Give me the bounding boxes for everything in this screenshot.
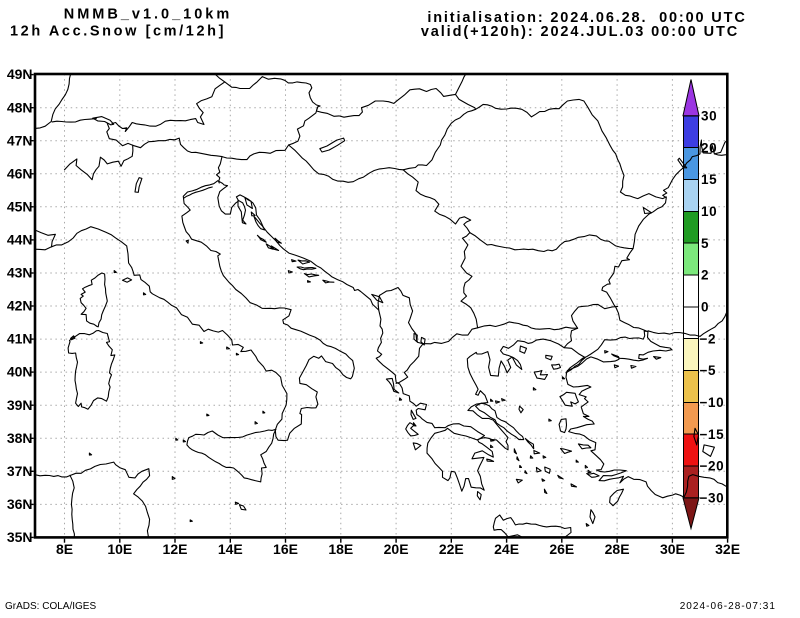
- svg-text:20E: 20E: [384, 541, 409, 557]
- svg-text:12h Acc.Snow [cm/12h]: 12h Acc.Snow [cm/12h]: [10, 24, 226, 40]
- svg-text:37N: 37N: [7, 463, 33, 479]
- svg-text:−5: −5: [700, 363, 717, 378]
- svg-text:30E: 30E: [660, 541, 685, 557]
- svg-text:valid(+120h): 2024.JUL.03 00:0: valid(+120h): 2024.JUL.03 00:00 UTC: [421, 24, 739, 40]
- svg-text:16E: 16E: [273, 541, 298, 557]
- svg-text:35N: 35N: [7, 529, 33, 545]
- svg-text:12E: 12E: [163, 541, 188, 557]
- svg-text:38N: 38N: [7, 430, 33, 446]
- svg-text:GrADS: COLA/IGES: GrADS: COLA/IGES: [5, 601, 96, 612]
- svg-text:40N: 40N: [7, 364, 33, 380]
- svg-text:2024-06-28-07:31: 2024-06-28-07:31: [680, 601, 776, 612]
- svg-text:46N: 46N: [7, 165, 33, 181]
- svg-text:42N: 42N: [7, 298, 33, 314]
- svg-text:−15: −15: [700, 427, 725, 442]
- svg-text:30: 30: [701, 109, 717, 124]
- svg-text:20: 20: [701, 140, 717, 155]
- svg-text:26E: 26E: [549, 541, 574, 557]
- svg-text:10: 10: [701, 204, 717, 219]
- svg-text:49N: 49N: [7, 66, 33, 82]
- svg-text:41N: 41N: [7, 331, 33, 347]
- svg-text:−10: −10: [700, 395, 725, 410]
- svg-text:NMMB_v1.0_10km: NMMB_v1.0_10km: [64, 7, 233, 23]
- svg-text:−30: −30: [700, 491, 725, 506]
- svg-text:45N: 45N: [7, 198, 33, 214]
- svg-text:−2: −2: [700, 331, 717, 346]
- svg-text:39N: 39N: [7, 397, 33, 413]
- svg-text:24E: 24E: [494, 541, 519, 557]
- svg-text:47N: 47N: [7, 132, 33, 148]
- svg-text:44N: 44N: [7, 232, 33, 248]
- svg-text:14E: 14E: [218, 541, 243, 557]
- svg-text:36N: 36N: [7, 496, 33, 512]
- svg-text:22E: 22E: [439, 541, 464, 557]
- svg-text:initialisation: 2024.06.28. 0: initialisation: 2024.06.28. 00:00 UTC: [427, 10, 746, 26]
- svg-text:10E: 10E: [107, 541, 132, 557]
- svg-text:8E: 8E: [56, 541, 73, 557]
- svg-text:18E: 18E: [328, 541, 353, 557]
- svg-text:28E: 28E: [605, 541, 630, 557]
- svg-text:0: 0: [701, 300, 709, 315]
- svg-text:43N: 43N: [7, 265, 33, 281]
- svg-text:5: 5: [701, 236, 709, 251]
- svg-text:48N: 48N: [7, 99, 33, 115]
- svg-text:2: 2: [701, 268, 709, 283]
- svg-text:−20: −20: [700, 459, 725, 474]
- svg-text:32E: 32E: [715, 541, 740, 557]
- svg-text:15: 15: [701, 172, 717, 187]
